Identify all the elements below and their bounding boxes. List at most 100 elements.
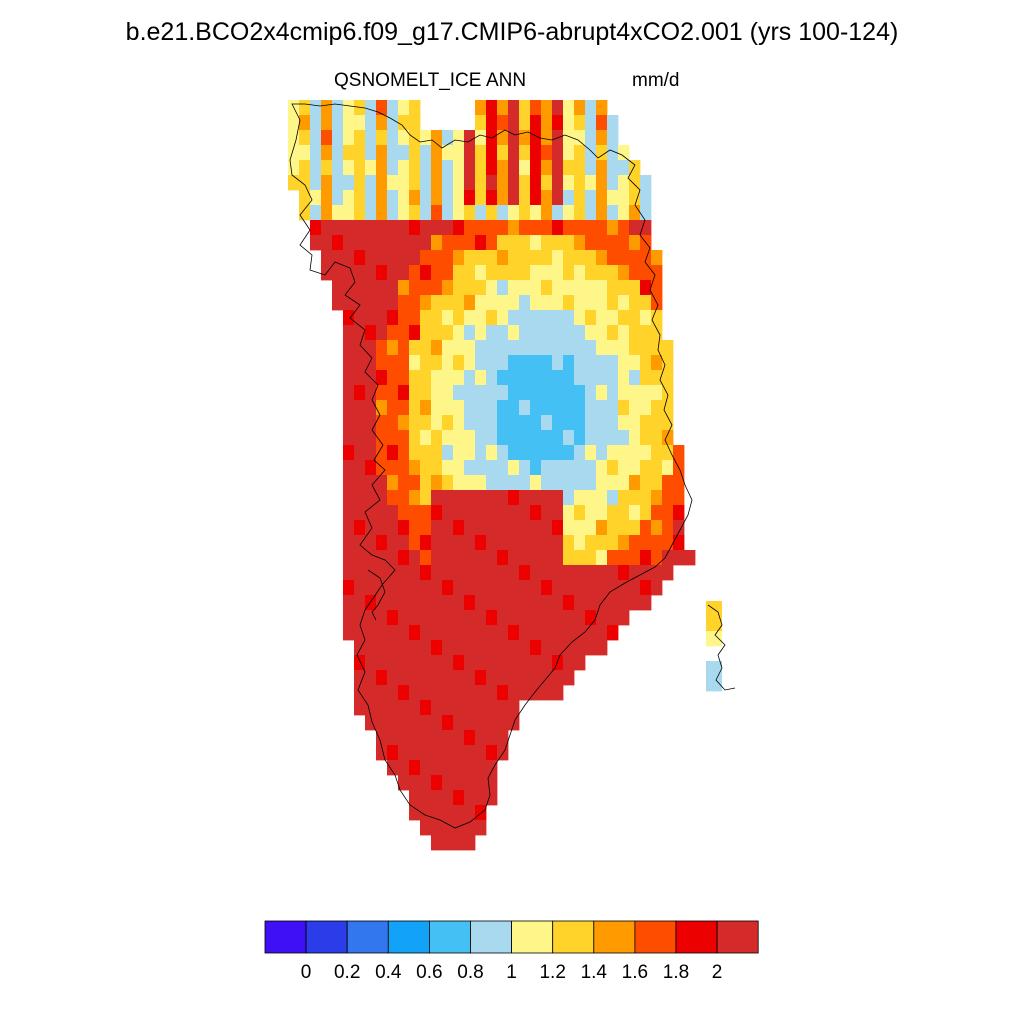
map-cell	[365, 505, 377, 521]
map-cell	[431, 175, 443, 191]
map-cell	[629, 565, 641, 581]
map-cell	[464, 745, 476, 761]
map-cell	[585, 385, 597, 401]
map-cell	[332, 190, 344, 206]
map-cell	[442, 760, 454, 776]
map-cell	[486, 580, 498, 596]
map-cell	[453, 565, 465, 581]
map-cell	[607, 595, 619, 611]
map-cell	[409, 790, 421, 806]
map-cell	[464, 475, 476, 491]
map-cell	[332, 265, 344, 281]
map-cell	[387, 115, 399, 131]
map-cell	[552, 565, 564, 581]
map-cell	[365, 220, 377, 236]
map-cell	[486, 415, 498, 431]
map-cell	[365, 715, 377, 731]
map-cell	[409, 715, 421, 731]
map-cell	[563, 415, 575, 431]
map-cell	[618, 445, 630, 461]
map-cell	[585, 310, 597, 326]
map-cell	[376, 280, 388, 296]
map-cell	[431, 625, 443, 641]
map-cell	[519, 415, 531, 431]
map-cell	[651, 565, 663, 581]
map-cell	[596, 505, 608, 521]
map-cell	[541, 130, 553, 146]
map-cell	[453, 340, 465, 356]
map-cell	[530, 340, 542, 356]
map-cell	[475, 490, 487, 506]
map-cell	[530, 460, 542, 476]
map-cell	[651, 460, 663, 476]
map-cell	[409, 475, 421, 491]
map-cell	[365, 400, 377, 416]
map-cell	[563, 625, 575, 641]
colorbar-swatch	[346, 920, 389, 954]
map-cell	[607, 235, 619, 251]
map-cell	[365, 355, 377, 371]
map-cell	[376, 745, 388, 761]
map-cell	[574, 280, 586, 296]
map-cell	[464, 700, 476, 716]
map-cell	[420, 310, 432, 326]
map-cell	[530, 310, 542, 326]
map-cell	[431, 640, 443, 656]
map-cell	[497, 730, 509, 746]
map-cell	[420, 625, 432, 641]
map-cell	[596, 250, 608, 266]
map-cell	[497, 535, 509, 551]
map-cell	[453, 145, 465, 161]
map-cell	[475, 565, 487, 581]
map-cell	[376, 430, 388, 446]
map-cell	[431, 265, 443, 281]
map-cell	[607, 205, 619, 221]
map-cell	[387, 415, 399, 431]
map-cell	[640, 505, 652, 521]
map-cell	[519, 145, 531, 161]
map-cell	[310, 160, 322, 176]
map-cell	[343, 115, 355, 131]
map-cell	[354, 385, 366, 401]
map-cell	[497, 385, 509, 401]
map-cell	[387, 220, 399, 236]
map-cell	[442, 595, 454, 611]
map-cell	[332, 115, 344, 131]
map-cell	[607, 295, 619, 311]
map-cell	[398, 685, 410, 701]
map-cell	[596, 310, 608, 326]
map-cell	[299, 175, 311, 191]
map-cell	[475, 100, 487, 116]
map-cell	[420, 265, 432, 281]
map-cell	[464, 430, 476, 446]
map-cell	[563, 175, 575, 191]
map-cell	[453, 445, 465, 461]
map-cell	[541, 610, 553, 626]
map-cell	[563, 205, 575, 221]
map-cell	[662, 340, 674, 356]
map-cell	[497, 610, 509, 626]
map-cell	[574, 235, 586, 251]
map-cell	[409, 130, 421, 146]
map-cell	[332, 235, 344, 251]
map-cell	[376, 610, 388, 626]
map-cell	[475, 370, 487, 386]
map-cell	[563, 145, 575, 161]
map-cell	[552, 670, 564, 686]
map-cell	[486, 160, 498, 176]
map-cell	[431, 745, 443, 761]
map-cell	[376, 385, 388, 401]
map-cell	[508, 190, 520, 206]
map-cell	[607, 355, 619, 371]
map-cell	[431, 835, 443, 851]
map-cell	[464, 235, 476, 251]
map-cell	[519, 550, 531, 566]
map-cell	[530, 385, 542, 401]
map-cell	[453, 805, 465, 821]
map-cell	[464, 550, 476, 566]
map-cell	[574, 520, 586, 536]
map-cell	[442, 745, 454, 761]
map-cell	[618, 385, 630, 401]
map-cell	[354, 400, 366, 416]
map-cell	[596, 340, 608, 356]
